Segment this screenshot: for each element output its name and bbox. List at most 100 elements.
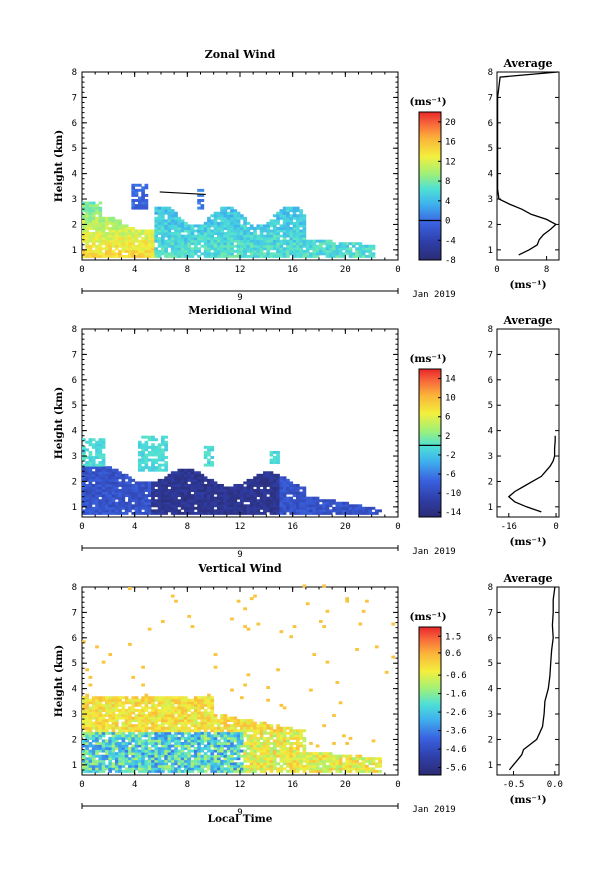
heatmap-cell [282,209,287,213]
heatmap-cell [128,741,132,745]
heatmap-cell [88,471,93,475]
heatmap-cell [200,489,205,492]
heatmap-cell [98,749,103,753]
heatmap-cell [187,224,192,228]
heatmap-cell [220,496,224,500]
heatmap-cell [184,509,188,513]
heatmap-cell [161,696,165,700]
heatmap-cell [141,749,145,753]
heatmap-cell [95,747,99,750]
heatmap-cell [101,767,106,771]
heatmap-cell [121,754,126,758]
heatmap-cell [124,494,129,498]
heatmap-cell [292,767,297,771]
heatmap-cell [184,244,188,248]
heatmap-cell [210,481,215,485]
heatmap-cell [141,764,145,768]
heatmap-cell [98,466,103,470]
heatmap-cell [295,247,300,251]
heatmap-cell [292,247,297,251]
heatmap-cell [319,759,323,763]
heatmap-cell [121,736,126,740]
heatmap-cell [193,506,198,510]
heatmap-cell [184,486,188,490]
heatmap-cell [184,499,188,503]
heatmap-cell [358,622,363,626]
average-title: Average [502,57,552,70]
heatmap-cell [240,224,244,228]
heatmap-cell [289,232,294,235]
heatmap-cell [82,504,86,508]
heatmap-cell [111,242,116,246]
heatmap-cell [279,229,284,233]
heatmap-cell [279,703,284,707]
heatmap-cell [82,229,86,233]
heatmap-cell [98,232,103,235]
heatmap-cell [342,254,346,258]
heatmap-cell [128,499,132,503]
heatmap-cell [213,769,218,773]
heatmap-cell [177,703,182,707]
heatmap-cell [137,489,142,492]
heatmap-cell [240,504,244,508]
heatmap-cell [216,254,221,258]
heatmap-cell [151,252,155,256]
heatmap-cell [177,719,182,723]
heatmap-cell [240,234,244,238]
heatmap-cell [124,724,129,728]
heatmap-cell [305,249,310,253]
heatmap-cell [161,234,165,238]
heatmap-cell [272,473,277,477]
heatmap-cell [193,741,198,745]
heatmap-cell [203,221,208,225]
heatmap-cell [266,496,271,500]
heatmap-cell [276,739,280,743]
heatmap-cell [322,759,326,763]
heatmap-cell [118,219,122,223]
heatmap-cell [144,453,149,457]
heatmap-cell [121,499,126,503]
heatmap-cell [292,729,297,733]
heatmap-cell [91,478,96,482]
heatmap-cell [154,757,159,761]
heatmap-cell [82,204,86,208]
heatmap-cell [193,249,198,253]
heatmap-cell [114,696,119,700]
y-tick-label: 2 [72,735,77,745]
heatmap-cell [157,450,162,454]
heatmap-cell [266,762,271,766]
heatmap-cell [345,769,350,773]
heatmap-cell [164,219,168,223]
heatmap-cell [332,509,336,513]
heatmap-cell [233,719,238,723]
heatmap-cell [312,754,317,758]
heatmap-cell [302,752,307,756]
heatmap-cell [319,757,323,761]
heatmap-cell [157,511,162,515]
heatmap-cell [111,494,116,498]
heatmap-cell [240,247,244,251]
heatmap-cell [269,471,274,475]
heatmap-cell [88,456,93,459]
heatmap-cell [128,757,132,761]
heatmap-cell [203,242,208,246]
heatmap-cell [200,501,205,505]
heatmap-cell [147,504,152,508]
heatmap-cell [236,736,241,740]
heatmap-cell [256,234,261,238]
heatmap-cell [134,501,139,505]
heatmap-cell [147,499,152,503]
heatmap-cell [190,749,195,753]
heatmap-cell [108,491,113,495]
heatmap-cell [289,734,294,738]
heatmap-cell [233,721,238,725]
heatmap-cell [128,749,132,753]
heatmap-cell [177,716,182,720]
heatmap-cell [210,247,215,251]
heatmap-cell [220,714,224,717]
heatmap-cell [322,509,326,513]
heatmap-cell [85,509,89,513]
heatmap-cell [315,754,320,758]
heatmap-cell [111,249,116,253]
heatmap-cell [302,504,307,508]
